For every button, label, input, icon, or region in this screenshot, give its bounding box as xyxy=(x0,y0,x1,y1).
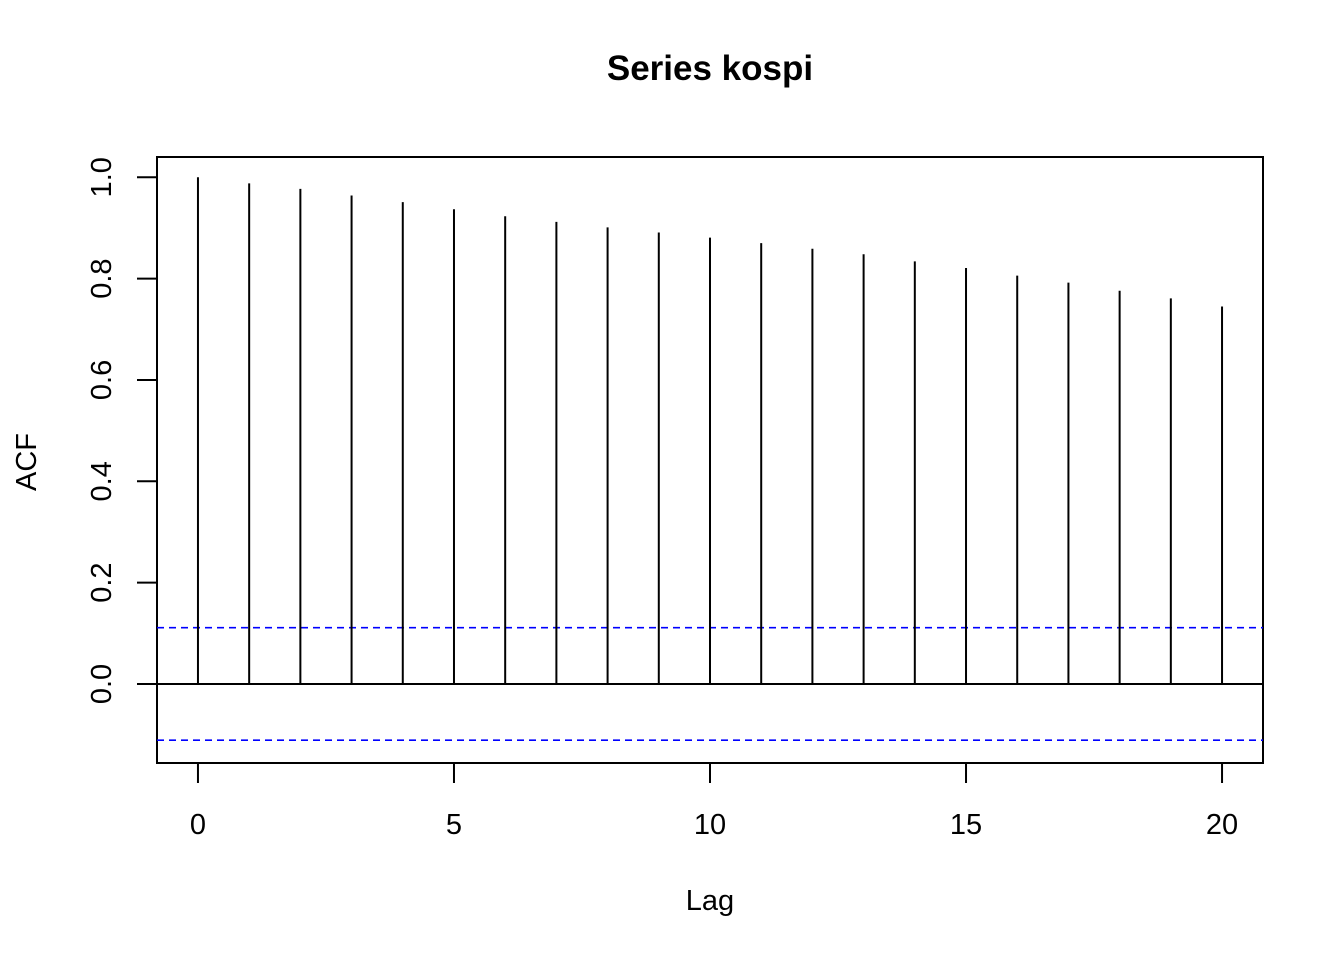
x-tick-label: 0 xyxy=(190,809,206,841)
y-tick-label: 0.2 xyxy=(86,562,118,602)
x-tick-label: 20 xyxy=(1206,809,1238,841)
y-axis-label: ACF xyxy=(11,433,43,491)
x-axis: 0 5 10 15 20 xyxy=(190,763,1238,841)
y-tick-label: 0.6 xyxy=(86,360,118,400)
chart-title: Series kospi xyxy=(607,49,813,88)
acf-bars xyxy=(196,177,1224,684)
x-tick-label: 15 xyxy=(950,809,982,841)
y-tick-label: 0.4 xyxy=(86,461,118,501)
y-tick-label: 0.0 xyxy=(86,664,118,704)
y-tick-label: 1.0 xyxy=(86,157,118,197)
y-tick-label: 0.8 xyxy=(86,258,118,298)
x-tick-label: 10 xyxy=(694,809,726,841)
y-axis: 0.0 0.2 0.4 0.6 0.8 1.0 xyxy=(86,157,157,704)
x-tick-label: 5 xyxy=(446,809,462,841)
x-axis-label: Lag xyxy=(686,885,734,917)
